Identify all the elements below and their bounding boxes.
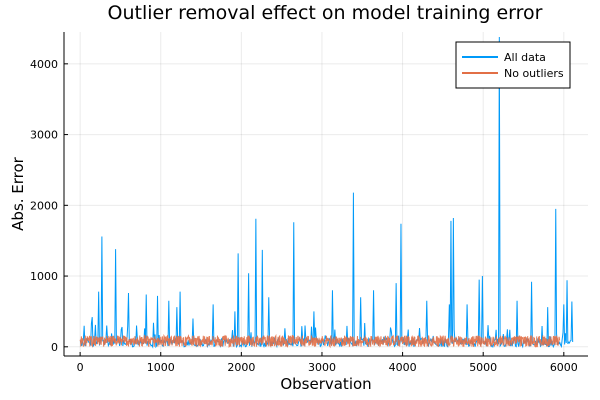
y-tick-label: 2000 xyxy=(30,199,58,212)
series-line-no-outliers xyxy=(79,333,561,349)
x-tick-label: 5000 xyxy=(469,361,497,374)
x-tick-label: 3000 xyxy=(308,361,336,374)
plot-area xyxy=(79,36,574,349)
x-tick-label: 4000 xyxy=(389,361,417,374)
axes xyxy=(63,32,588,357)
y-tick-label: 0 xyxy=(51,341,58,354)
x-tick-label: 0 xyxy=(77,361,84,374)
y-axis-label: Abs. Error xyxy=(9,156,27,231)
x-axis-label: Observation xyxy=(280,375,371,393)
legend-box xyxy=(455,41,571,89)
y-tick-label: 1000 xyxy=(30,270,58,283)
y-ticks: 0 1000 2000 3000 4000 xyxy=(30,58,68,354)
x-tick-label: 1000 xyxy=(147,361,175,374)
x-ticks: 0 1000 2000 3000 4000 5000 6000 xyxy=(77,352,578,374)
y-tick-label: 3000 xyxy=(30,129,58,142)
x-tick-label: 2000 xyxy=(227,361,255,374)
legend-label-no-outliers: No outliers xyxy=(504,67,564,80)
legend-label-all-data: All data xyxy=(504,51,546,64)
legend: All data No outliers xyxy=(455,41,571,89)
y-tick-label: 4000 xyxy=(30,58,58,71)
chart-title: Outlier removal effect on model training… xyxy=(108,2,543,24)
x-tick-label: 6000 xyxy=(550,361,578,374)
